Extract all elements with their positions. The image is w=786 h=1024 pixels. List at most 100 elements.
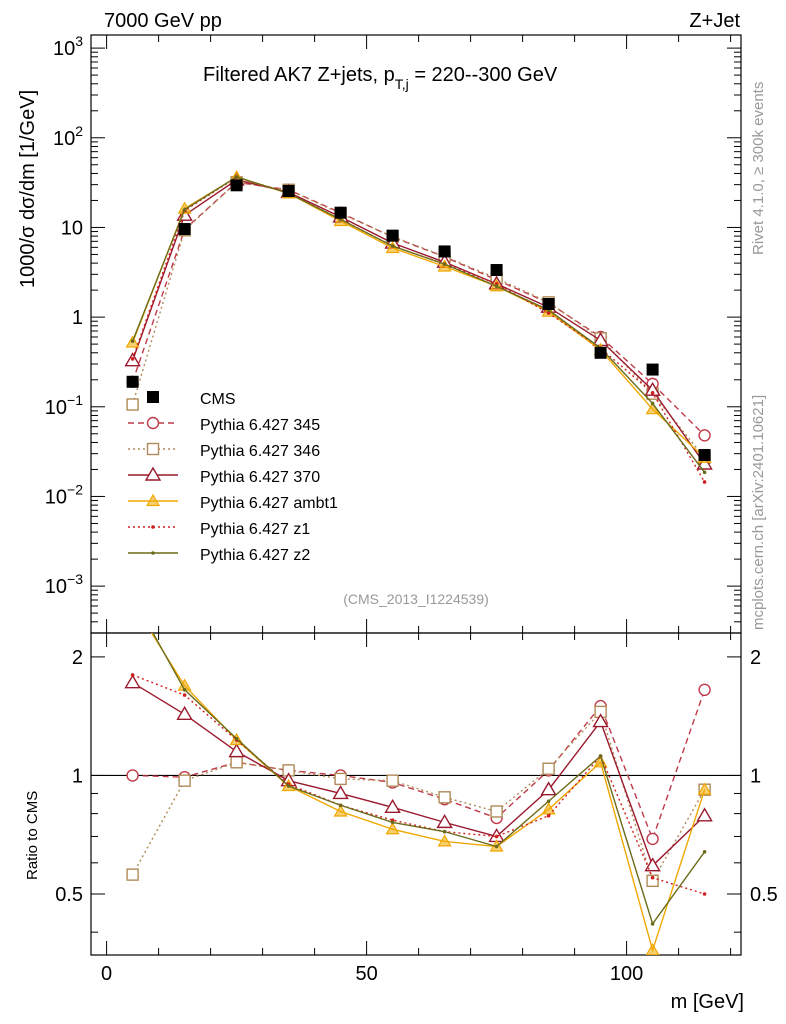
ratio-series-marker-2	[592, 713, 609, 728]
ratio-series-marker-4	[494, 834, 499, 839]
data-point-cms	[490, 264, 503, 277]
ratio-series-marker-1	[438, 791, 451, 804]
ratio-series-marker-1	[126, 868, 139, 881]
x-ticks: 0 50 100	[101, 35, 732, 985]
ratio-series-marker-3	[697, 782, 712, 795]
ratio-series-marker-1	[334, 772, 347, 786]
x-axis-label: m [GeV]	[671, 991, 744, 1013]
chart-title-sub: T,j	[395, 76, 409, 92]
ratio-series-marker-2	[384, 798, 401, 814]
legend-label-2: Pythia 6.427 370	[200, 469, 320, 486]
ratio-series-line-3	[150, 633, 706, 953]
ratio-series-line-1	[131, 710, 706, 883]
ratio-series-marker-1	[386, 774, 399, 787]
main-series-marker-5	[702, 470, 707, 475]
mcplots-label: mcplots.cern.ch [arXiv:2401.10621]	[750, 395, 767, 630]
data-point-cms	[386, 229, 399, 242]
main-plot-frame	[90, 34, 742, 634]
data-point-cms	[282, 184, 295, 197]
analysis-label: (CMS_2013_I1224539)	[343, 591, 489, 607]
legend-label-4: Pythia 6.427 z1	[200, 521, 310, 538]
chart-title-main: Filtered AK7 Z+jets, p	[203, 64, 395, 86]
main-series-marker-0	[698, 429, 711, 442]
data-point-cms	[126, 375, 139, 388]
ratio-y-tick-label-left: 2	[72, 647, 83, 669]
ratio-series-line-4	[132, 674, 705, 895]
legend-label-3: Pythia 6.427 ambt1	[200, 495, 338, 512]
main-series-marker-4	[650, 391, 655, 395]
ratio-series-marker-5	[494, 844, 499, 849]
ratio-series-marker-0	[646, 832, 659, 846]
ratio-series-marker-2	[176, 705, 193, 720]
main-series-line-3	[131, 176, 706, 459]
main-series-line-5	[131, 176, 706, 473]
ratio-y-tick-label-right: 1	[750, 765, 761, 787]
main-y-tick-label: 10	[61, 217, 83, 239]
main-y-tick-base: 10	[53, 38, 75, 60]
ratio-series-marker-4	[546, 813, 551, 818]
ratio-series-marker-5	[546, 799, 551, 804]
ratio-series-marker-0	[126, 769, 139, 782]
main-y-tick-exponent: 2	[75, 123, 83, 139]
ratio-series-marker-5	[650, 922, 655, 926]
legend-marker-0	[146, 416, 160, 430]
process-label: Z+Jet	[689, 10, 740, 32]
legend-label-1: Pythia 6.427 346	[200, 443, 320, 460]
ratio-series-marker-5	[286, 784, 291, 788]
ratio-series-marker-2	[124, 674, 141, 689]
main-y-tick-exponent: −2	[67, 481, 83, 497]
main-y-tick-label: 1	[72, 307, 83, 329]
main-y-tick-exponent: −1	[67, 392, 83, 408]
energy-label: 7000 GeV pp	[104, 10, 222, 32]
main-y-tick-label: 102	[53, 123, 83, 150]
ratio-series-marker-4	[650, 875, 655, 880]
ratio-series-marker-2	[696, 807, 713, 822]
ratio-y-tick-label-left: 0.5	[55, 884, 83, 906]
main-series-marker-5	[442, 262, 447, 266]
ratio-series-marker-3	[645, 942, 660, 955]
ratio-series-marker-3	[385, 822, 400, 835]
data-point-cms	[542, 298, 555, 311]
main-series-line-0	[131, 181, 706, 436]
ratio-series-marker-3	[333, 804, 348, 817]
main-y-tick-base: 10	[61, 217, 83, 239]
main-y-tick-base: 10	[45, 576, 67, 598]
ratio-y-tick-label-right: 0.5	[750, 884, 778, 906]
data-point-cms	[646, 363, 659, 376]
ratio-series-marker-4	[130, 673, 135, 677]
ratio-y-tick-label-right: 2	[750, 647, 761, 669]
main-data	[126, 179, 711, 461]
ratio-series-marker-1	[646, 874, 659, 888]
ratio-y-axis-label: Ratio to CMS	[24, 791, 41, 880]
ratio-y-tick-label-left: 1	[72, 765, 83, 787]
legend-marker-cms	[147, 391, 159, 403]
main-series-marker-5	[130, 339, 135, 343]
main-series-marker-5	[390, 244, 395, 248]
main-y-tick-exponent: 3	[75, 33, 83, 49]
main-y-tick-label: 10−3	[45, 571, 83, 598]
ratio-series-marker-5	[598, 754, 603, 758]
main-series-marker-5	[650, 401, 655, 406]
legend-marker-5	[151, 551, 155, 555]
ratio-series-marker-3	[127, 596, 139, 607]
ratio-series-line-2	[132, 682, 706, 867]
x-tick-label: 100	[610, 963, 643, 985]
ratio-series-marker-3	[437, 834, 452, 847]
legend-marker-3	[145, 493, 161, 507]
main-series-line-1	[131, 181, 706, 459]
data-point-cms	[230, 179, 243, 192]
main-series-marker-4	[702, 480, 707, 484]
ratio-series-marker-2	[436, 813, 453, 829]
main-y-tick-label: 10−2	[45, 481, 83, 508]
data-point-cms	[438, 245, 451, 258]
ratio-series-marker-0	[698, 683, 711, 697]
legend-marker-2	[144, 466, 162, 481]
data-point-cms	[594, 346, 607, 359]
ratio-series-marker-3	[541, 802, 556, 815]
chart-title: Filtered AK7 Z+jets, pT,j = 220--300 GeV	[203, 64, 558, 92]
main-series-marker-4	[130, 357, 135, 361]
ratio-series-marker-5	[131, 595, 135, 599]
main-y-tick-base: 10	[53, 128, 75, 150]
